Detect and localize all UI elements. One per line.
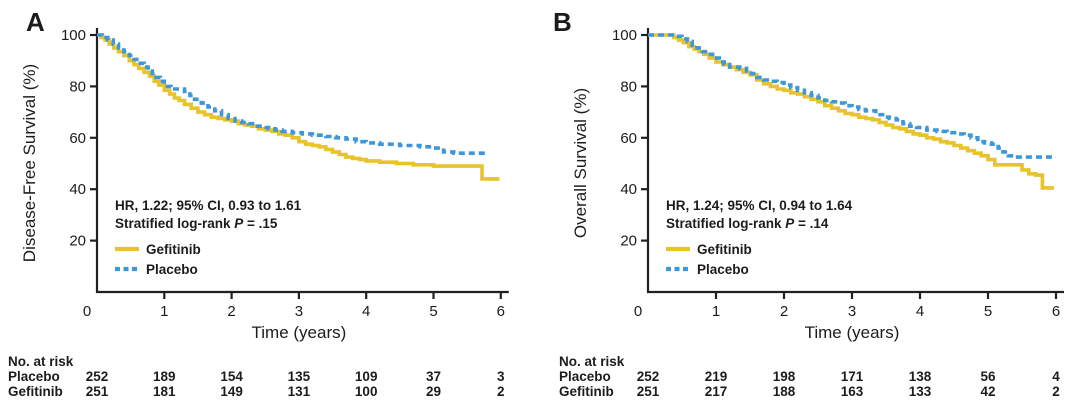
at-risk-count: 2 — [1052, 384, 1060, 399]
at-risk-row-label-gefitinib: Gefitinib — [8, 384, 63, 399]
legend-label-gefitinib: Gefitinib — [146, 242, 201, 257]
at-risk-count: 100 — [355, 384, 378, 399]
panel-overall-survival: B 20 40 60 80 100 0 1 2 3 4 5 6 Overall Survival (%) T… — [540, 0, 1080, 407]
x-tick-label: 2 — [227, 303, 235, 320]
y-tick-label: 100 — [61, 27, 86, 44]
y-tick-label: 40 — [620, 181, 637, 198]
y-tick-label: 100 — [612, 27, 637, 44]
at-risk-count: 56 — [980, 369, 996, 384]
logrank-annotation: Stratified log-rank P = .15 — [115, 216, 278, 231]
axis-lines — [646, 28, 1064, 294]
at-risk-count: 219 — [705, 369, 728, 384]
at-risk-count: 252 — [86, 369, 109, 384]
at-risk-count: 149 — [220, 384, 243, 399]
at-risk-count: 181 — [153, 384, 176, 399]
x-tick-label: 6 — [1052, 303, 1060, 320]
at-risk-title: No. at risk — [559, 354, 625, 369]
panel-disease-free-survival: A 20 40 60 80 100 0 1 2 3 4 5 6 Disease-Free Survival… — [8, 7, 509, 399]
y-tick-label: 20 — [69, 233, 86, 250]
x-tick-label: 3 — [848, 303, 856, 320]
y-tick-label: 80 — [620, 78, 637, 95]
x-tick-label: 0 — [634, 303, 642, 320]
at-risk-count: 189 — [153, 369, 176, 384]
at-risk-row-label-placebo: Placebo — [559, 369, 611, 384]
panel-letter: B — [553, 7, 572, 37]
at-risk-count: 42 — [980, 384, 995, 399]
x-tick-label: 2 — [780, 303, 788, 320]
at-risk-row-label-gefitinib: Gefitinib — [559, 384, 614, 399]
y-tick-label: 20 — [620, 233, 637, 250]
at-risk-count: 3 — [497, 369, 505, 384]
y-axis-title: Overall Survival (%) — [571, 88, 590, 238]
y-tick-label: 40 — [69, 181, 86, 198]
at-risk-count: 198 — [773, 369, 796, 384]
curve-placebo — [97, 33, 486, 155]
legend-label-gefitinib: Gefitinib — [697, 242, 752, 257]
axis-lines — [95, 28, 509, 294]
at-risk-count: 138 — [909, 369, 932, 384]
logrank-annotation: Stratified log-rank P = .14 — [666, 216, 829, 231]
hr-annotation: HR, 1.24; 95% CI, 0.94 to 1.64 — [666, 198, 853, 213]
y-tick-label: 60 — [69, 130, 86, 147]
at-risk-count: 131 — [288, 384, 311, 399]
x-tick-label: 4 — [916, 303, 924, 320]
at-risk-count: 29 — [426, 384, 441, 399]
y-tick-label: 80 — [69, 78, 86, 95]
at-risk-count: 188 — [773, 384, 796, 399]
x-tick-label: 1 — [160, 303, 168, 320]
x-tick-label: 6 — [497, 303, 505, 320]
x-tick-label: 4 — [362, 303, 370, 320]
at-risk-count: 251 — [637, 384, 660, 399]
at-risk-title: No. at risk — [8, 354, 74, 369]
x-tick-label: 5 — [429, 303, 437, 320]
x-tick-label: 1 — [712, 303, 720, 320]
at-risk-count: 163 — [841, 384, 864, 399]
at-risk-count: 171 — [841, 369, 864, 384]
at-risk-count: 4 — [1052, 369, 1060, 384]
x-axis-title: Time (years) — [805, 323, 900, 342]
y-tick-label: 60 — [620, 130, 637, 147]
at-risk-count: 37 — [426, 369, 441, 384]
at-risk-count: 109 — [355, 369, 378, 384]
legend-label-placebo: Placebo — [146, 262, 198, 277]
at-risk-count: 217 — [705, 384, 728, 399]
x-axis-title: Time (years) — [252, 323, 347, 342]
panel-letter: A — [26, 7, 45, 37]
curve-gefitinib — [648, 33, 1054, 190]
curve-placebo — [648, 33, 1056, 159]
at-risk-count: 252 — [637, 369, 660, 384]
at-risk-count: 154 — [220, 369, 243, 384]
legend-label-placebo: Placebo — [697, 262, 749, 277]
x-tick-label: 5 — [984, 303, 992, 320]
hr-annotation: HR, 1.22; 95% CI, 0.93 to 1.61 — [115, 198, 302, 213]
at-risk-count: 2 — [497, 384, 505, 399]
at-risk-count: 135 — [288, 369, 311, 384]
x-tick-label: 0 — [83, 303, 91, 320]
y-axis-title: Disease-Free Survival (%) — [20, 64, 39, 262]
at-risk-row-label-placebo: Placebo — [8, 369, 60, 384]
curve-gefitinib — [97, 33, 500, 181]
x-tick-label: 3 — [295, 303, 303, 320]
at-risk-count: 133 — [909, 384, 932, 399]
at-risk-count: 251 — [86, 384, 109, 399]
